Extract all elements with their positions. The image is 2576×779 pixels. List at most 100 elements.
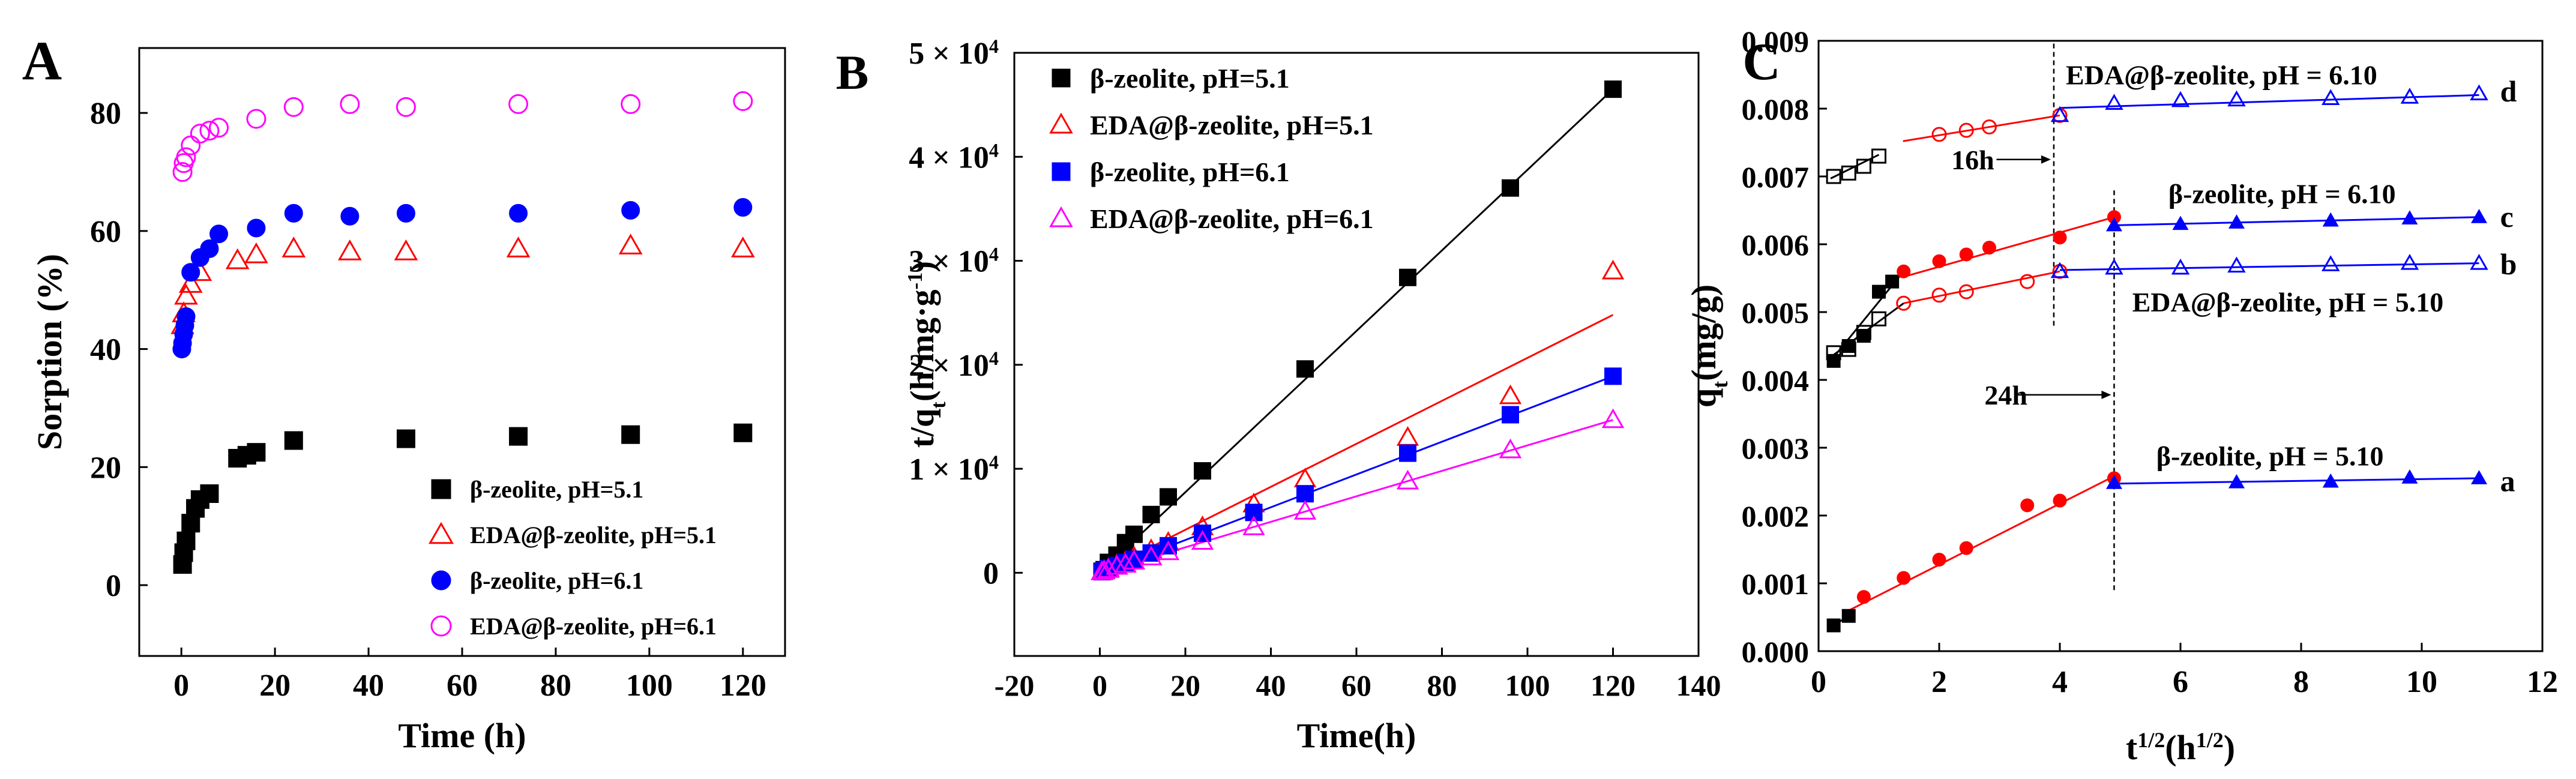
data-point	[340, 206, 360, 226]
y-tick-label: 0.002	[1742, 499, 1810, 533]
data-point	[1896, 295, 1912, 311]
y-axis-label: Sorption (%)	[30, 254, 69, 450]
legend-label: EDA@β-zeolite, pH=5.1	[1090, 110, 1374, 140]
data-point	[209, 224, 229, 244]
data-point	[2050, 262, 2069, 278]
data-point	[733, 423, 753, 442]
data-point	[199, 121, 220, 141]
y-tick-label: 3 × 104	[909, 244, 999, 279]
data-point	[2470, 253, 2488, 270]
text-part: t	[1708, 381, 1732, 388]
y-tick-label: 0	[106, 569, 121, 603]
y-tick-label: 0.003	[1742, 432, 1810, 465]
data-point	[1194, 525, 1211, 543]
data-point	[1897, 571, 1911, 585]
x-tick-label: 6	[2173, 665, 2188, 699]
panel-c: 0 2 4 6 8 10 12 0.000 0.001 0.002 0.003 0.004 0.005 0…	[1684, 25, 2558, 767]
data-point	[1856, 329, 1871, 343]
data-point	[1959, 247, 1973, 262]
data-point	[2228, 474, 2245, 489]
data-point	[1114, 553, 1137, 573]
data-point	[2322, 473, 2339, 488]
annotation-label: β-zeolite, pH = 6.10	[2168, 178, 2396, 209]
text-part: -1	[903, 272, 927, 290]
legend-label: β-zeolite, pH=5.1	[470, 476, 643, 503]
data-point	[2400, 88, 2419, 104]
data-point	[2105, 258, 2123, 275]
data-point	[509, 427, 528, 446]
fit-line	[1099, 375, 1614, 574]
y-tick-label: 0	[983, 556, 999, 591]
y-tick-label: 0.008	[1742, 92, 1810, 126]
y-tick-label: 4 × 104	[909, 139, 999, 175]
data-point	[1932, 552, 1946, 567]
data-point	[1856, 325, 1871, 340]
arrow-head	[2041, 155, 2051, 164]
x-tick-label: 120	[1590, 669, 1636, 702]
x-tick-label: 60	[447, 669, 478, 703]
data-point	[1399, 268, 1416, 286]
data-point	[1981, 119, 1997, 135]
text-part: q	[1684, 388, 1723, 408]
data-point	[1872, 284, 1886, 299]
y-axis-label: qt(mg/g)	[1684, 284, 1732, 408]
data-point	[621, 200, 640, 220]
data-point	[1841, 339, 1856, 353]
data-point	[1856, 158, 1871, 174]
data-point	[1122, 550, 1146, 570]
x-axis-label: Time(h)	[1297, 716, 1416, 755]
x-tick-label: 40	[353, 669, 384, 703]
data-point	[1959, 541, 1973, 555]
data-point	[1160, 488, 1177, 506]
y-tick-label: 0.004	[1742, 364, 1810, 397]
data-point	[284, 203, 303, 223]
data-point	[1157, 540, 1180, 561]
data-point	[246, 109, 266, 129]
data-point	[1396, 469, 1419, 490]
data-point	[396, 203, 415, 223]
data-point	[1931, 127, 1947, 142]
x-tick-label: 140	[1676, 669, 1721, 702]
x-tick-label: 60	[1341, 669, 1371, 702]
data-point	[1191, 530, 1214, 550]
data-point	[1502, 406, 1519, 424]
x-tick-label: 100	[626, 669, 673, 703]
text-part: )	[2224, 728, 2235, 767]
data-point	[1826, 618, 1841, 633]
x-tick-label: 4	[2052, 665, 2068, 699]
legend-label: EDA@β-zeolite, pH=6.1	[1090, 203, 1374, 234]
text-part: 4	[989, 35, 999, 57]
text-part: 3 × 10	[909, 245, 989, 279]
data-point	[247, 443, 266, 462]
panel-label: B	[836, 45, 869, 100]
x-tick-label: 12	[2527, 665, 2558, 699]
data-point	[1396, 426, 1419, 446]
data-point	[621, 425, 640, 444]
data-point	[509, 203, 528, 223]
y-tick-label: 0.006	[1742, 228, 1810, 262]
data-point	[1871, 311, 1886, 326]
data-point	[2470, 84, 2488, 101]
y-tick-label: 40	[90, 333, 121, 367]
text-part: 1/2	[2196, 728, 2224, 752]
data-point	[621, 94, 641, 114]
data-point	[1140, 546, 1163, 565]
legend-marker	[1052, 162, 1071, 181]
data-point	[1399, 444, 1416, 462]
data-point	[1841, 609, 1856, 623]
x-tick-label: 80	[540, 669, 571, 703]
x-tick-label: 0	[1811, 665, 1826, 699]
data-point	[1841, 341, 1856, 357]
data-point	[1097, 558, 1120, 578]
panel-label: A	[22, 30, 62, 91]
data-point	[2053, 230, 2067, 245]
legend-label: β-zeolite, pH=5.1	[1090, 63, 1290, 94]
data-point	[2470, 470, 2487, 484]
data-point	[1841, 165, 1856, 181]
legend-label: β-zeolite, pH=6.1	[470, 567, 643, 594]
text-part: )	[904, 261, 941, 272]
data-point	[1499, 438, 1522, 459]
data-point	[2322, 212, 2339, 227]
data-point	[2171, 91, 2190, 107]
